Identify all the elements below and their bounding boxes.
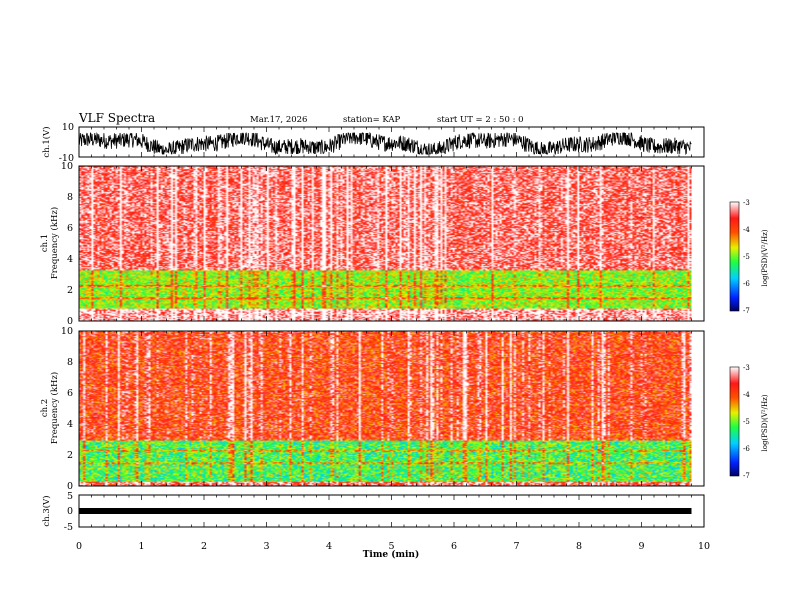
ch1-colorbar bbox=[729, 201, 740, 312]
ch1-spectrogram-panel: 0 2 4 6 8 10 ch.1 Frequency (kHz) -3 -4 … bbox=[40, 161, 769, 327]
ch2-colorbar-label: log(PSD)(V²/Hz) bbox=[761, 394, 769, 451]
ch2-colorbar-tick-m4: -4 bbox=[743, 391, 750, 399]
ch1-colorbar-tick-m6: -6 bbox=[743, 280, 750, 288]
ch2-colorbar-tick-m5: -5 bbox=[743, 418, 750, 426]
ch2-freq-tick-0: 0 bbox=[67, 481, 73, 492]
ch2-spectrogram-panel: 0 2 4 6 8 10 ch.2 Frequency (kHz) -3 -4 … bbox=[40, 326, 769, 492]
figure-title: VLF Spectra bbox=[78, 111, 155, 125]
ch2-freq-tick-2: 2 bbox=[67, 450, 73, 461]
time-tick-4: 4 bbox=[326, 541, 332, 552]
ch1-freq-tick-0: 0 bbox=[67, 316, 73, 327]
ch2-spectrogram-ylabel-frequency: Frequency (kHz) bbox=[49, 372, 60, 444]
ch3-ytick-5: 5 bbox=[67, 491, 73, 502]
header-station: station= KAP bbox=[343, 115, 401, 125]
ch2-freq-tick-4: 4 bbox=[67, 419, 73, 430]
ch2-spectrogram-ylabel-channel: ch.2 bbox=[40, 399, 50, 417]
ch2-colorbar-tick-m6: -6 bbox=[743, 445, 750, 453]
ch3-ytick-m5: -5 bbox=[64, 522, 73, 533]
ch3-waveform-line bbox=[79, 508, 692, 514]
ch1-waveform-panel: 10 -10 ch.1(V) bbox=[41, 122, 705, 164]
ch2-freq-tick-10: 10 bbox=[61, 326, 73, 337]
ch3-ytick-0: 0 bbox=[67, 506, 73, 517]
ch1-ytick-top: 10 bbox=[62, 122, 74, 133]
ch1-freq-tick-2: 2 bbox=[67, 285, 73, 296]
time-tick-9: 9 bbox=[638, 541, 644, 552]
header-start-time: start UT = 2 : 50 : 0 bbox=[437, 115, 524, 125]
ch1-waveform-line bbox=[78, 131, 692, 156]
time-tick-1: 1 bbox=[138, 541, 144, 552]
time-tick-6: 6 bbox=[451, 541, 457, 552]
ch3-waveform-panel: 5 0 -5 ch.3(V) bbox=[41, 491, 705, 533]
ch1-ytick-bottom: -10 bbox=[59, 153, 74, 164]
ch1-colorbar-label: log(PSD)(V²/Hz) bbox=[761, 229, 769, 286]
ch2-colorbar bbox=[729, 366, 740, 477]
ch1-freq-tick-6: 6 bbox=[67, 223, 73, 234]
ch2-colorbar-tick-m3: -3 bbox=[743, 364, 750, 372]
ch2-spectrogram-image bbox=[79, 331, 692, 486]
ch3-waveform-ylabel: ch.3(V) bbox=[41, 495, 52, 526]
time-tick-2: 2 bbox=[201, 541, 207, 552]
ch1-freq-tick-10: 10 bbox=[61, 161, 73, 172]
time-axis-label: Time (min) bbox=[363, 549, 420, 560]
header-date: Mar.17, 2026 bbox=[250, 115, 307, 125]
time-tick-8: 8 bbox=[576, 541, 582, 552]
ch1-colorbar-tick-m7: -7 bbox=[743, 307, 750, 315]
ch1-colorbar-tick-m4: -4 bbox=[743, 226, 750, 234]
time-tick-5: 5 bbox=[388, 541, 394, 552]
ch2-freq-tick-8: 8 bbox=[67, 357, 73, 368]
time-tick-3: 3 bbox=[263, 541, 269, 552]
ch1-spectrogram-ylabel-frequency: Frequency (kHz) bbox=[49, 207, 60, 279]
ch2-freq-tick-6: 6 bbox=[67, 388, 73, 399]
ch2-colorbar-tick-m7: -7 bbox=[743, 472, 750, 480]
time-tick-0: 0 bbox=[76, 541, 82, 552]
time-tick-10: 10 bbox=[698, 541, 710, 552]
ch1-colorbar-tick-m3: -3 bbox=[743, 199, 750, 207]
ch1-freq-tick-4: 4 bbox=[67, 254, 73, 265]
ch1-spectrogram-ylabel-channel: ch.1 bbox=[40, 234, 50, 252]
ch1-spectrogram-yticks: 0 2 4 6 8 10 bbox=[61, 161, 73, 327]
time-axis bbox=[78, 127, 705, 527]
time-tick-7: 7 bbox=[513, 541, 519, 552]
time-axis-labels: 0 1 2 3 4 5 6 7 8 9 10 bbox=[76, 541, 710, 552]
ch1-waveform-ylabel: ch.1(V) bbox=[41, 126, 52, 157]
ch1-freq-tick-8: 8 bbox=[67, 192, 73, 203]
ch1-spectrogram-image bbox=[79, 166, 692, 321]
ch1-colorbar-tick-m5: -5 bbox=[743, 253, 750, 261]
